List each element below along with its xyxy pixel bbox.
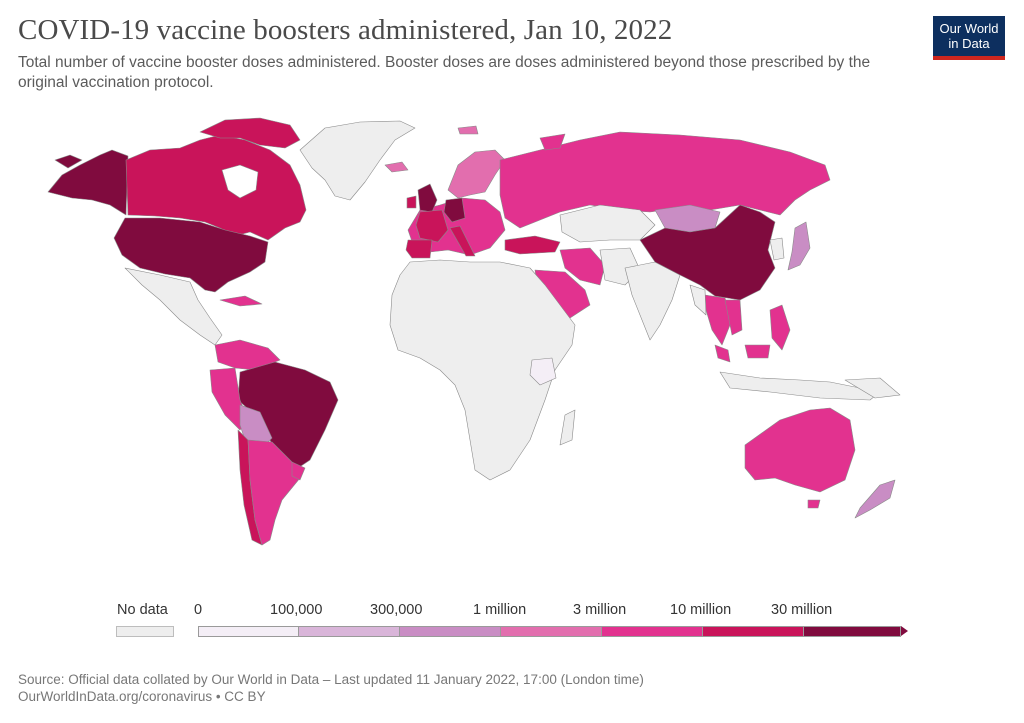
map-region-madagascar[interactable]	[559, 409, 576, 446]
map-region-svalbard[interactable]	[457, 125, 479, 135]
map-region-uk[interactable]	[417, 183, 438, 213]
legend-threshold-2: 300,000	[370, 602, 423, 618]
map-region-philippines[interactable]	[769, 304, 791, 351]
map-region-new-zealand[interactable]	[854, 479, 896, 519]
source-note: Source: Official data collated by Our Wo…	[18, 671, 644, 705]
map-region-myanmar[interactable]	[689, 284, 707, 316]
legend-bin-2	[400, 626, 501, 637]
map-region-canada-islands[interactable]	[199, 117, 301, 149]
map-region-russia[interactable]	[499, 131, 831, 229]
legend-bin-4	[602, 626, 703, 637]
map-region-mexico[interactable]	[124, 267, 223, 346]
chart-subtitle: Total number of vaccine booster doses ad…	[18, 54, 871, 91]
map-region-turkey[interactable]	[504, 235, 561, 255]
map-region-italy[interactable]	[449, 225, 476, 257]
map-region-scandinavia[interactable]	[447, 149, 506, 199]
logo-line-2: in Data	[948, 36, 990, 51]
map-region-kazakhstan[interactable]	[559, 204, 656, 243]
legend-no-data-label: No data	[117, 602, 168, 618]
hudson-bay	[221, 164, 259, 199]
logo-line-1: Our World	[939, 21, 999, 36]
legend-threshold-0: 0	[194, 602, 203, 618]
map-region-uruguay[interactable]	[291, 461, 306, 481]
chart-title: COVID-19 vaccine boosters administered, …	[18, 14, 673, 46]
map-region-iran[interactable]	[559, 247, 606, 286]
legend-bin-0	[198, 626, 299, 637]
map-region-france[interactable]	[415, 209, 449, 243]
map-region-spain[interactable]	[405, 239, 433, 259]
legend-bin-1	[299, 626, 400, 637]
map-region-canada[interactable]	[125, 134, 307, 241]
owid-logo[interactable]: Our World in Data	[933, 16, 1005, 60]
map-region-cuba[interactable]	[219, 295, 263, 307]
legend-arrow	[901, 626, 908, 636]
map-region-africa[interactable]	[389, 259, 576, 481]
map-region-korea[interactable]	[769, 237, 785, 261]
map-region-australia[interactable]	[744, 407, 856, 493]
map-region-china[interactable]	[639, 204, 776, 301]
map-region-japan[interactable]	[787, 221, 811, 271]
source-link[interactable]: OurWorldInData.org/coronavirus • CC BY	[18, 689, 266, 704]
map-region-vietnam[interactable]	[724, 299, 743, 336]
legend-bin-3	[501, 626, 602, 637]
map-legend: No data 0 100,000 300,000 1 million 3 mi…	[0, 600, 1024, 645]
map-region-tasmania[interactable]	[807, 499, 821, 509]
map-region-iceland[interactable]	[384, 161, 409, 173]
legend-no-data-swatch	[116, 626, 174, 637]
legend-threshold-3: 1 million	[473, 602, 527, 618]
legend-threshold-5: 10 million	[670, 602, 732, 618]
map-region-kenya[interactable]	[529, 357, 557, 386]
map-region-malaysia[interactable]	[714, 344, 731, 363]
legend-threshold-4: 3 million	[573, 602, 627, 618]
map-region-india[interactable]	[624, 261, 681, 341]
world-map[interactable]	[0, 105, 1024, 575]
legend-threshold-6: 30 million	[771, 602, 833, 618]
map-region-greenland[interactable]	[299, 120, 416, 201]
map-region-argentina[interactable]	[247, 439, 301, 546]
source-line: Source: Official data collated by Our Wo…	[18, 672, 644, 687]
map-region-alaska-west[interactable]	[54, 154, 83, 169]
map-region-ireland[interactable]	[406, 195, 417, 209]
legend-bin-6	[804, 626, 901, 637]
map-region-novaya-zemlya[interactable]	[539, 133, 566, 151]
map-region-malaysia-east[interactable]	[744, 344, 771, 359]
map-region-germany[interactable]	[443, 197, 466, 223]
map-region-alaska[interactable]	[47, 149, 129, 216]
legend-threshold-1: 100,000	[270, 602, 323, 618]
legend-bin-5	[703, 626, 804, 637]
map-region-new-guinea[interactable]	[844, 377, 901, 399]
map-region-usa[interactable]	[113, 217, 269, 293]
